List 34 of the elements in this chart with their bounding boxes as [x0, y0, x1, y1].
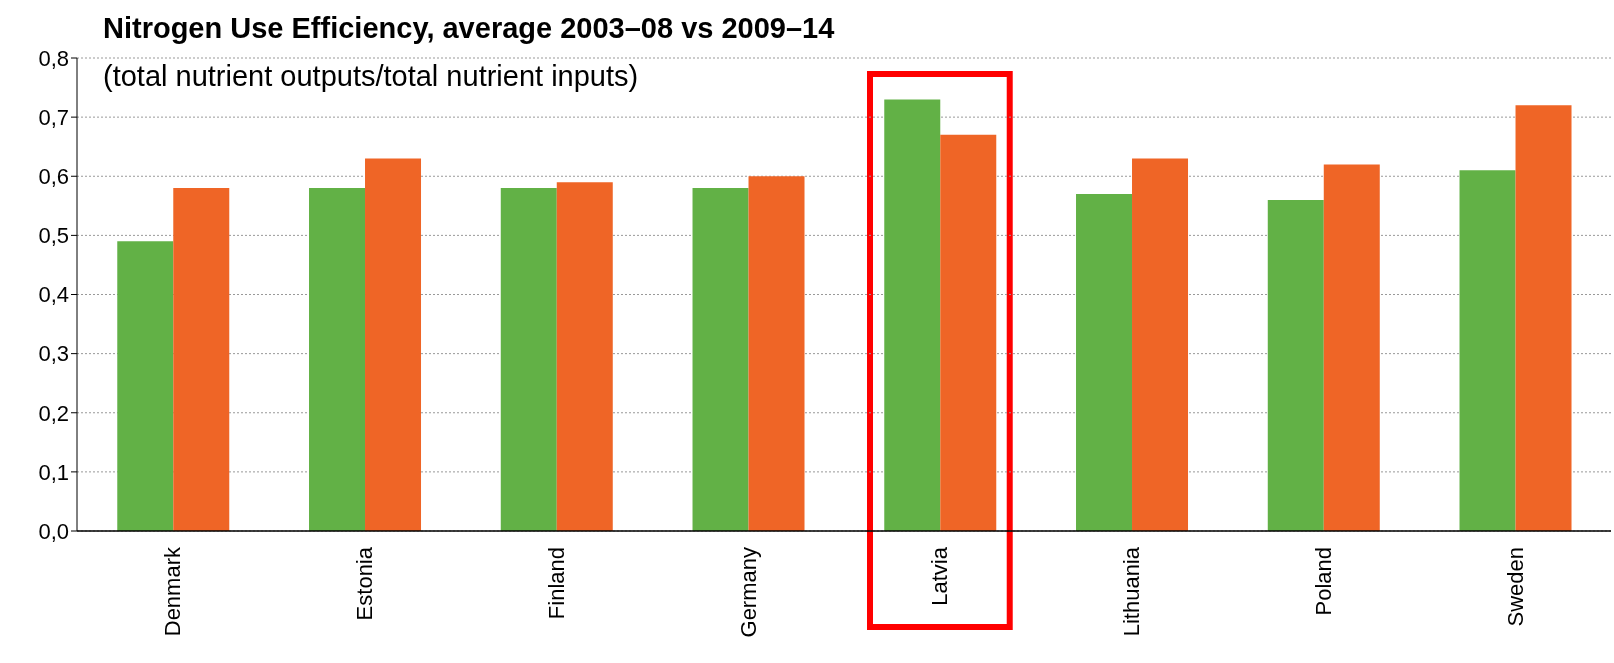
bar: [1076, 193, 1133, 531]
x-tick-label: Latvia: [927, 546, 953, 606]
x-tick-label: Finland: [543, 547, 569, 620]
x-tick-label: Estonia: [352, 546, 378, 621]
bar: [1132, 158, 1189, 531]
bar: [748, 176, 805, 531]
bar: [173, 188, 230, 531]
bar: [500, 188, 557, 531]
bar: [309, 188, 366, 531]
bar: [365, 158, 422, 531]
y-tick-label: 0,0: [38, 518, 69, 544]
y-tick-label: 0,6: [38, 164, 69, 190]
x-tick-label: Denmark: [160, 546, 186, 637]
y-tick-label: 0,2: [38, 400, 69, 426]
bar: [940, 134, 997, 531]
chart-subtitle: (total nutrient outputs/total nutrient inputs): [103, 60, 639, 93]
y-tick-label: 0,3: [38, 341, 69, 367]
bar: [117, 241, 174, 531]
y-tick-label: 0,8: [38, 45, 69, 71]
bar: [556, 182, 613, 531]
bar: [1515, 105, 1572, 531]
x-tick-label: Lithuania: [1119, 546, 1145, 637]
chart-title: Nitrogen Use Efficiency, average 2003–08 vs 2009–14: [103, 12, 835, 45]
y-tick-label: 0,7: [38, 104, 69, 130]
x-tick-label: Germany: [735, 547, 761, 638]
y-tick-label: 0,5: [38, 223, 69, 249]
y-tick-label: 0,1: [38, 459, 69, 485]
bar: [692, 188, 749, 531]
x-tick-label: Sweden: [1502, 547, 1528, 627]
y-tick-label: 0,4: [38, 282, 69, 308]
bar: [1267, 199, 1324, 531]
x-tick-label: Poland: [1310, 547, 1336, 616]
bar: [1459, 170, 1516, 531]
bar: [1323, 164, 1380, 531]
